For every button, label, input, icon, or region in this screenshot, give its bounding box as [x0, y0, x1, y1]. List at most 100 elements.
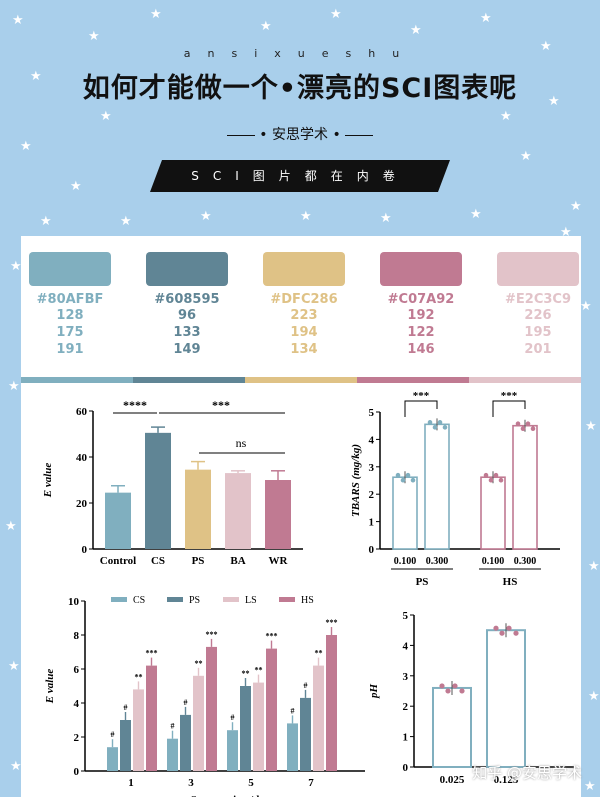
swatch-value-r: 223 [290, 308, 318, 323]
swatch-1: #80AFBF 128 175 191 [29, 252, 111, 358]
swatch-value-b: 191 [56, 342, 84, 357]
data-point [432, 425, 438, 430]
y-axis-label: TBARS (mg/kg) [350, 444, 362, 517]
bar [206, 646, 217, 771]
x-tick-label: PS [192, 555, 205, 567]
swatch-3: #DFC286 223 194 134 [263, 252, 345, 358]
swatch-hex: #608595 [154, 292, 220, 307]
sig-label: **** [123, 398, 147, 412]
swatch-value-b: 201 [524, 342, 552, 357]
y-tick-label: 4 [74, 698, 80, 710]
x-tick-label: BA [230, 555, 245, 567]
swatch-block [29, 252, 111, 286]
legend-swatch [279, 597, 295, 602]
sig-label: ** [242, 669, 250, 678]
data-point [400, 477, 406, 483]
sig-bracket [492, 400, 526, 417]
swatch-2: #608595 96 133 149 [146, 252, 228, 358]
sig-label: ** [315, 649, 323, 658]
brand-text: ansixueshu [183, 47, 417, 60]
y-tick-label: 2 [369, 489, 375, 501]
x-tick-label: 0.025 [440, 774, 465, 786]
bar [120, 720, 131, 771]
x-axis-label: Storage time/d [191, 794, 260, 797]
x-tick-label: 0.100 [482, 556, 505, 567]
bar [265, 480, 291, 549]
sig-label: *** [212, 398, 230, 412]
group-label: HS [503, 576, 518, 588]
data-point [445, 688, 451, 694]
star-decoration: ★ [560, 225, 572, 240]
swatch-value-r: 96 [177, 308, 197, 323]
strip-segment [469, 377, 581, 383]
swatch-block [146, 252, 228, 286]
y-tick-label: 5 [403, 610, 409, 622]
strip-segment [21, 377, 133, 383]
x-tick-label: 0.300 [514, 556, 537, 567]
sig-label: ns [236, 436, 247, 450]
star-decoration: ★ [520, 149, 532, 164]
bar [180, 714, 191, 771]
swatch-block [263, 252, 345, 286]
sig-label: ** [195, 659, 203, 668]
sig-label: *** [146, 649, 158, 658]
banner: SCI图片都在内卷 [150, 160, 450, 192]
x-tick-label: CS [151, 555, 165, 567]
swatch-hex: #DFC286 [270, 292, 338, 307]
bar [480, 476, 506, 550]
data-point [493, 472, 499, 478]
y-tick-label: 2 [74, 732, 80, 744]
star-decoration: ★ [500, 109, 512, 124]
bar [145, 432, 171, 549]
star-decoration: ★ [30, 69, 42, 84]
star-decoration: ★ [410, 23, 422, 38]
swatch-5: #E2C3C9 226 195 201 [497, 252, 579, 358]
data-point [483, 472, 489, 478]
sig-label: ** [135, 672, 143, 681]
data-point [530, 426, 536, 431]
star-decoration: ★ [380, 211, 392, 226]
y-tick-label: 2 [403, 701, 409, 713]
y-tick-label: 3 [403, 671, 409, 683]
star-decoration: ★ [8, 659, 20, 674]
data-point [442, 425, 448, 430]
swatch-value-r: 226 [524, 308, 552, 323]
data-point [515, 421, 521, 426]
star-decoration: ★ [588, 559, 600, 574]
subtitle: • 安思学术 • [0, 124, 600, 144]
bar [105, 492, 131, 549]
x-tick-label: Control [100, 555, 136, 567]
star-decoration: ★ [12, 13, 24, 28]
y-tick-label: 3 [369, 462, 375, 474]
bar [486, 629, 526, 768]
swatch-hex: #E2C3C9 [505, 292, 571, 307]
data-point [427, 420, 433, 425]
bar [133, 689, 144, 771]
y-tick-label: 0 [74, 766, 80, 778]
y-axis-label: pH [368, 684, 380, 700]
swatch-value-g: 133 [173, 325, 201, 340]
y-axis-label: E value [42, 463, 54, 499]
data-point [410, 477, 416, 483]
star-decoration: ★ [570, 199, 582, 214]
y-tick-label: 5 [369, 407, 375, 419]
star-decoration: ★ [480, 11, 492, 26]
bar [167, 738, 178, 771]
bar [392, 476, 418, 550]
swatch-value-b: 149 [173, 342, 201, 357]
sig-label: *** [326, 618, 338, 627]
x-tick-label: 0.125 [494, 774, 519, 786]
data-point [395, 472, 401, 478]
star-decoration: ★ [150, 7, 162, 22]
star-decoration: ★ [100, 109, 112, 124]
content-card: #80AFBF 128 175 191 #608595 96 133 149 #DFC286 22… [21, 236, 581, 797]
star-decoration: ★ [88, 29, 100, 44]
star-decoration: ★ [330, 7, 342, 22]
sig-label: *** [501, 390, 518, 402]
y-tick-label: 1 [369, 517, 375, 529]
swatch-value-r: 192 [407, 308, 435, 323]
data-point [520, 426, 526, 431]
sig-label: *** [206, 630, 218, 639]
bar [253, 682, 264, 771]
